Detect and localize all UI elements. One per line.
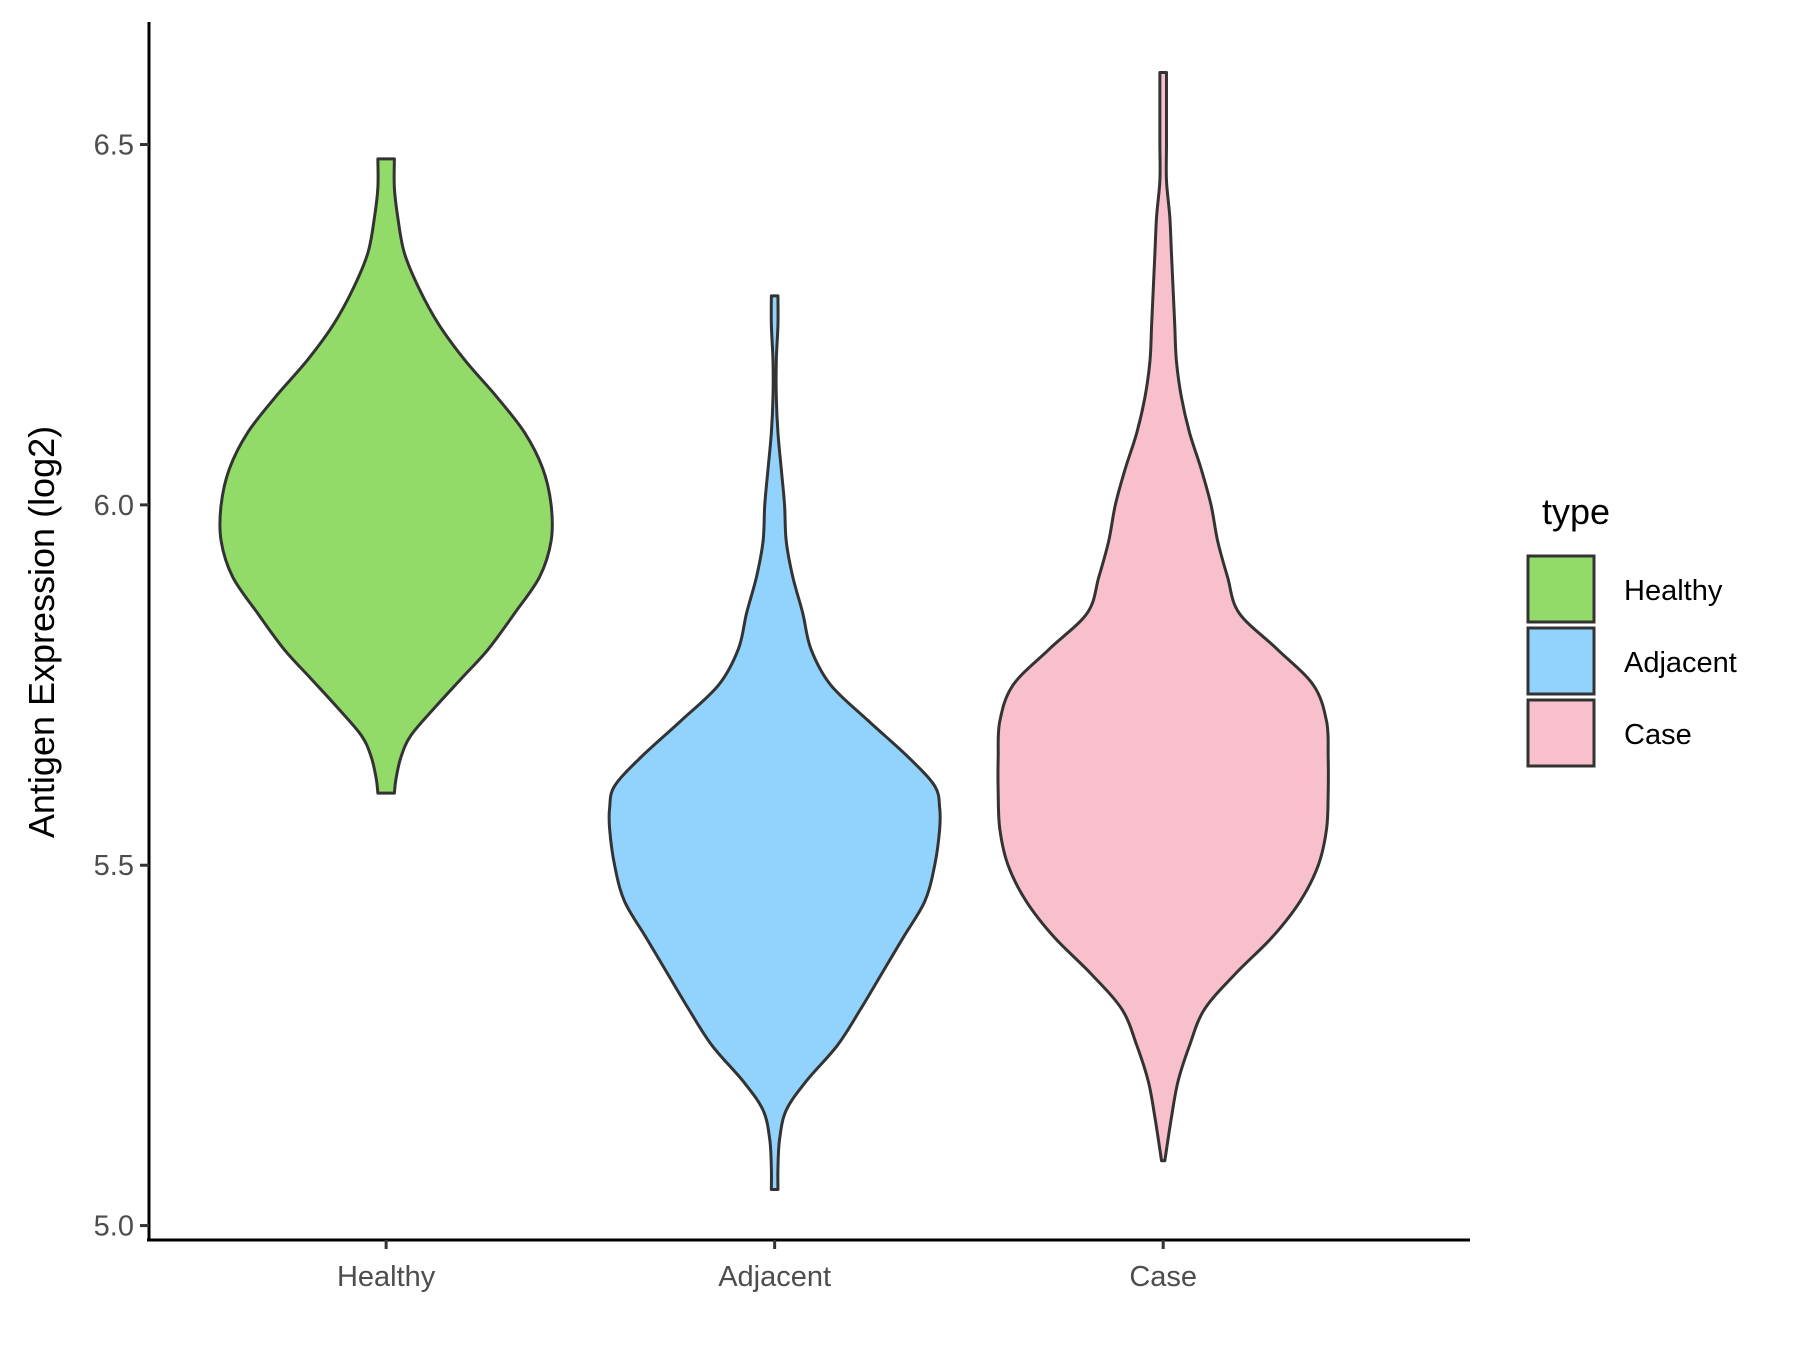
legend: type Healthy Adjacent Case — [1526, 491, 1737, 768]
y-axis-title: Antigen Expression (log2) — [21, 426, 62, 838]
y-tick-label: 5.5 — [94, 850, 134, 882]
legend-title: type — [1542, 491, 1610, 532]
violin-case — [996, 70, 1330, 1163]
legend-swatch — [1526, 626, 1596, 696]
violin-adjacent — [607, 294, 942, 1192]
y-tick-label: 6.0 — [94, 490, 134, 522]
x-tick-label: Adjacent — [718, 1261, 831, 1293]
y-ticks: 5.0 5.5 6.0 6.5 — [94, 130, 149, 1243]
legend-label: Case — [1624, 719, 1692, 751]
legend-swatch — [1526, 698, 1596, 768]
x-ticks: Healthy Adjacent Case — [337, 1240, 1197, 1293]
axes-layer — [147, 22, 1470, 1242]
legend-items: Healthy Adjacent Case — [1526, 554, 1737, 768]
x-tick-label: Healthy — [337, 1261, 436, 1293]
violin-layer — [218, 70, 1330, 1192]
y-tick-label: 6.5 — [94, 130, 134, 162]
legend-label: Healthy — [1624, 575, 1723, 607]
violin-healthy — [218, 157, 554, 795]
legend-swatch — [1526, 554, 1596, 624]
y-tick-label: 5.0 — [94, 1211, 134, 1243]
legend-label: Adjacent — [1624, 647, 1737, 679]
x-tick-label: Case — [1129, 1261, 1197, 1293]
